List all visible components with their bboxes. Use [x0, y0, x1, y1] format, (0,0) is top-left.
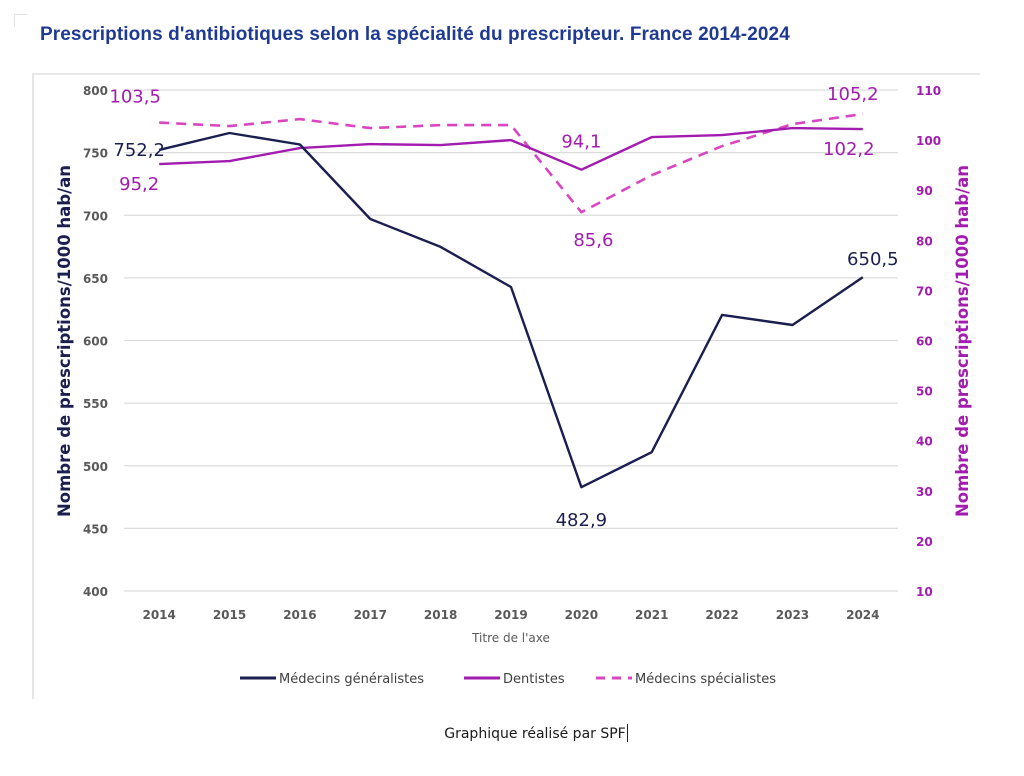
- x-axis-tick-label: 2020: [565, 608, 598, 622]
- right-axis-tick-label: 90: [916, 184, 933, 198]
- x-axis-tick-label: 2021: [635, 608, 668, 622]
- left-axis-ticks: 800 750 700 650 600 550 500 450 400: [83, 84, 108, 599]
- data-label-dentistes: 102,2: [823, 139, 875, 160]
- data-label-dentistes: 94,1: [561, 132, 601, 153]
- right-axis-tick-label: 50: [916, 385, 933, 399]
- x-axis-tick-label: 2024: [846, 608, 879, 622]
- x-axis-tick-label: 2023: [776, 608, 809, 622]
- x-axis-tick-label: 2016: [283, 608, 316, 622]
- text-cursor: [626, 724, 628, 742]
- left-axis-tick-label: 500: [83, 460, 108, 474]
- chart-frame: [32, 73, 980, 699]
- data-label-medecins-specialistes: 85,6: [573, 230, 613, 251]
- left-axis-tick-label: 400: [83, 585, 108, 599]
- right-axis-tick-label: 70: [916, 284, 933, 298]
- right-axis-tick-label: 100: [916, 134, 941, 148]
- legend: Médecins généralistes Dentistes Médecins s…: [240, 672, 776, 687]
- series-lines: [158, 112, 864, 489]
- series-line-medecins-generalistes: [158, 131, 864, 489]
- right-axis-title: Nombre de prescriptions/1000 hab/an: [953, 165, 972, 517]
- x-axis-tick-label: 2022: [705, 608, 738, 622]
- data-label-medecins-specialistes: 105,2: [827, 84, 879, 105]
- data-label-medecins-specialistes: 103,5: [109, 87, 161, 108]
- right-axis-tick-label: 20: [916, 535, 933, 549]
- x-axis-tick-label: 2017: [354, 608, 387, 622]
- legend-label-medecins-specialistes: Médecins spécialistes: [635, 672, 776, 687]
- series-line-medecins-specialistes: [159, 112, 863, 214]
- right-axis-tick-label: 10: [916, 585, 933, 599]
- data-label-medecins-generalistes: 752,2: [113, 140, 165, 161]
- x-axis-ticks: 2014 2015 2016 2017 2018 2019 2020 2021 2022 2023…: [142, 608, 879, 622]
- right-axis-tick-label: 40: [916, 435, 933, 449]
- left-axis-tick-label: 550: [83, 397, 108, 411]
- credit-text: Graphique réalisé par SPF: [444, 726, 626, 742]
- data-labels: 752,2 482,9 650,5 95,2 94,1 102,2 103,5 85,6 105…: [109, 84, 898, 531]
- credit-line: Graphique réalisé par SPF: [0, 724, 1024, 742]
- legend-label-medecins-generalistes: Médecins généralistes: [279, 672, 424, 687]
- data-label-dentistes: 95,2: [119, 174, 159, 195]
- data-label-medecins-generalistes: 482,9: [556, 510, 608, 531]
- legend-label-dentistes: Dentistes: [503, 672, 565, 687]
- right-axis-tick-label: 110: [916, 84, 941, 98]
- left-axis-tick-label: 600: [83, 335, 108, 349]
- series-line-dentistes: [159, 126, 863, 171]
- x-axis-tick-label: 2019: [494, 608, 527, 622]
- left-axis-tick-label: 700: [83, 209, 108, 223]
- right-axis-ticks: 110 100 90 80 70 60 50 40 30 20 10: [916, 84, 941, 599]
- right-axis-tick-label: 80: [916, 234, 933, 248]
- x-axis-title: Titre de l'axe: [471, 631, 550, 645]
- left-axis-tick-label: 650: [83, 272, 108, 286]
- data-label-medecins-generalistes: 650,5: [847, 249, 899, 270]
- title-corner-decoration: [14, 14, 27, 27]
- chart-title: Prescriptions d'antibiotiques selon la s…: [40, 24, 790, 45]
- left-axis-tick-label: 750: [83, 147, 108, 161]
- x-axis-tick-label: 2018: [424, 608, 457, 622]
- x-axis-tick-label: 2014: [142, 608, 175, 622]
- x-axis-tick-label: 2015: [213, 608, 246, 622]
- gridlines: [124, 89, 898, 592]
- right-axis-tick-label: 60: [916, 335, 933, 349]
- left-axis-tick-label: 800: [83, 84, 108, 98]
- right-axis-tick-label: 30: [916, 485, 933, 499]
- left-axis-title: Nombre de prescriptions/1000 hab/an: [55, 165, 74, 517]
- left-axis-tick-label: 450: [83, 522, 108, 536]
